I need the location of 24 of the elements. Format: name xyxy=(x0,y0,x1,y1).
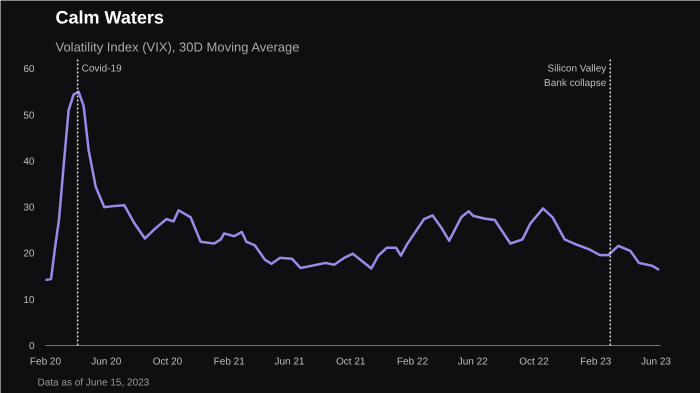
ref-line-label: Covid-19 xyxy=(82,64,122,74)
x-tick-label: Feb 22 xyxy=(396,356,428,368)
chart-title: Calm Waters xyxy=(56,8,164,28)
x-tick-label: Jun 23 xyxy=(640,356,672,368)
y-tick-label: 60 xyxy=(23,64,35,76)
y-tick-label: 40 xyxy=(23,156,35,168)
x-tick-label: Oct 21 xyxy=(336,356,366,368)
ref-line-label: Silicon Valley Bank collapse xyxy=(544,64,607,89)
line-series xyxy=(46,90,660,282)
x-tick-label: Jun 20 xyxy=(91,356,122,368)
y-tick-label: 0 xyxy=(28,341,35,352)
x-tick-label: Jun 22 xyxy=(458,356,488,368)
x-tick-label: Feb 23 xyxy=(580,356,612,368)
y-tick-label: 20 xyxy=(23,248,35,260)
y-tick-label: 30 xyxy=(23,202,35,214)
x-tick-label: Feb 20 xyxy=(30,356,62,368)
y-tick-label: 50 xyxy=(23,110,35,122)
x-tick-label: Jun 21 xyxy=(274,356,305,368)
x-tick-label: Oct 20 xyxy=(152,356,183,368)
x-tick-label: Feb 21 xyxy=(214,356,246,368)
x-tick-label: Oct 22 xyxy=(519,356,550,368)
chart-subtitle: Volatility Index (VIX), 30D Moving Average xyxy=(56,40,300,54)
y-tick-label: 10 xyxy=(23,294,35,306)
text: Data as of June 15, 2023 xyxy=(38,378,150,388)
